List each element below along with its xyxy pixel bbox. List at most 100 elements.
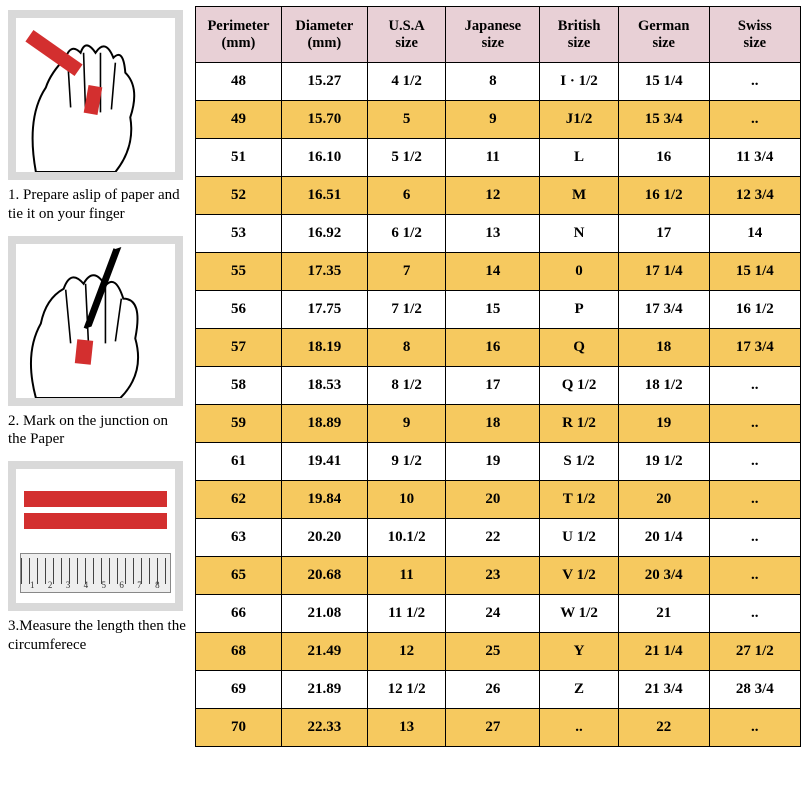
table-cell: M [540, 177, 619, 215]
table-cell: 15.27 [281, 63, 367, 101]
ring-size-table: Perimeter(mm)Diameter(mm)U.S.AsizeJapane… [195, 6, 801, 747]
table-cell: 17.75 [281, 291, 367, 329]
table-cell: 7 1/2 [367, 291, 446, 329]
table-cell: 63 [196, 519, 282, 557]
step-3-caption: 3.Measure the length then the circumfere… [8, 617, 187, 655]
table-cell: 58 [196, 367, 282, 405]
table-cell: 5 [367, 101, 446, 139]
ruler-mark: 4 [84, 580, 89, 590]
table-row: 5316.926 1/213N1714 [196, 215, 801, 253]
table-cell: N [540, 215, 619, 253]
table-cell: 13 [446, 215, 540, 253]
table-cell: 17 [446, 367, 540, 405]
table-cell: Z [540, 671, 619, 709]
table-cell: L [540, 139, 619, 177]
column-header: Britishsize [540, 7, 619, 63]
step-1-diagram [8, 10, 183, 180]
table-row: 5116.105 1/211L1611 3/4 [196, 139, 801, 177]
step-2-diagram [8, 236, 183, 406]
table-cell: 18.53 [281, 367, 367, 405]
table-cell: 20 1/4 [618, 519, 709, 557]
ruler-mark: 8 [155, 580, 160, 590]
table-cell: 16 1/2 [618, 177, 709, 215]
table-cell: 19 [618, 405, 709, 443]
table-cell: 15.70 [281, 101, 367, 139]
table-cell: 24 [446, 595, 540, 633]
table-cell: .. [709, 443, 800, 481]
table-cell: 57 [196, 329, 282, 367]
table-cell: 19 [446, 443, 540, 481]
table-row: 6320.2010.1/222U 1/220 1/4.. [196, 519, 801, 557]
step-2-caption: 2. Mark on the junction on the Paper [8, 412, 187, 450]
table-cell: J1/2 [540, 101, 619, 139]
table-cell: 12 [367, 633, 446, 671]
table-cell: V 1/2 [540, 557, 619, 595]
table-row: 5517.35714017 1/415 1/4 [196, 253, 801, 291]
table-cell: 65 [196, 557, 282, 595]
table-cell: 52 [196, 177, 282, 215]
table-cell: 15 1/4 [618, 63, 709, 101]
table-cell: 27 1/2 [709, 633, 800, 671]
table-cell: 15 1/4 [709, 253, 800, 291]
table-cell: 17.35 [281, 253, 367, 291]
table-cell: 25 [446, 633, 540, 671]
table-cell: 18.89 [281, 405, 367, 443]
table-cell: 6 [367, 177, 446, 215]
table-cell: 10.1/2 [367, 519, 446, 557]
ruler-mark: 1 [30, 580, 35, 590]
table-cell: .. [709, 481, 800, 519]
table-cell: 61 [196, 443, 282, 481]
table-cell: 16.10 [281, 139, 367, 177]
table-cell: 19 1/2 [618, 443, 709, 481]
table-cell: 27 [446, 709, 540, 747]
table-cell: 49 [196, 101, 282, 139]
table-cell: 8 [367, 329, 446, 367]
table-cell: 18 1/2 [618, 367, 709, 405]
size-table-container: Perimeter(mm)Diameter(mm)U.S.AsizeJapane… [195, 0, 807, 808]
table-cell: 15 [446, 291, 540, 329]
table-row: 6821.491225Y21 1/427 1/2 [196, 633, 801, 671]
table-cell: W 1/2 [540, 595, 619, 633]
table-cell: 20 [618, 481, 709, 519]
table-cell: 21.89 [281, 671, 367, 709]
table-cell: 18 [618, 329, 709, 367]
table-cell: 18 [446, 405, 540, 443]
table-row: 6219.841020T 1/220.. [196, 481, 801, 519]
table-cell: 10 [367, 481, 446, 519]
table-cell: 12 1/2 [367, 671, 446, 709]
table-cell: 16.92 [281, 215, 367, 253]
table-cell: 11 3/4 [709, 139, 800, 177]
table-cell: U 1/2 [540, 519, 619, 557]
table-row: 7022.331327..22.. [196, 709, 801, 747]
table-cell: .. [709, 709, 800, 747]
table-row: 6119.419 1/219S 1/219 1/2.. [196, 443, 801, 481]
table-cell: 6 1/2 [367, 215, 446, 253]
table-cell: Q 1/2 [540, 367, 619, 405]
table-cell: S 1/2 [540, 443, 619, 481]
ruler-mark: 3 [66, 580, 71, 590]
table-cell: .. [709, 63, 800, 101]
table-cell: 12 3/4 [709, 177, 800, 215]
table-cell: 62 [196, 481, 282, 519]
ruler-graphic: 1 2 3 4 5 6 7 8 [20, 553, 171, 593]
table-cell: 16 [446, 329, 540, 367]
table-cell: 68 [196, 633, 282, 671]
table-cell: .. [709, 557, 800, 595]
table-cell: 28 3/4 [709, 671, 800, 709]
table-cell: 20 3/4 [618, 557, 709, 595]
table-cell: 20.68 [281, 557, 367, 595]
table-cell: .. [540, 709, 619, 747]
table-cell: 16.51 [281, 177, 367, 215]
table-row: 4815.274 1/28I · 1/215 1/4.. [196, 63, 801, 101]
table-cell: P [540, 291, 619, 329]
table-cell: 20.20 [281, 519, 367, 557]
table-row: 5918.89918R 1/219.. [196, 405, 801, 443]
column-header: U.S.Asize [367, 7, 446, 63]
table-cell: 48 [196, 63, 282, 101]
instructions-column: 1. Prepare aslip of paper and tie it on … [0, 0, 195, 808]
table-cell: .. [709, 101, 800, 139]
table-cell: 14 [709, 215, 800, 253]
table-cell: 22.33 [281, 709, 367, 747]
table-row: 5718.19816Q1817 3/4 [196, 329, 801, 367]
table-cell: 9 [367, 405, 446, 443]
